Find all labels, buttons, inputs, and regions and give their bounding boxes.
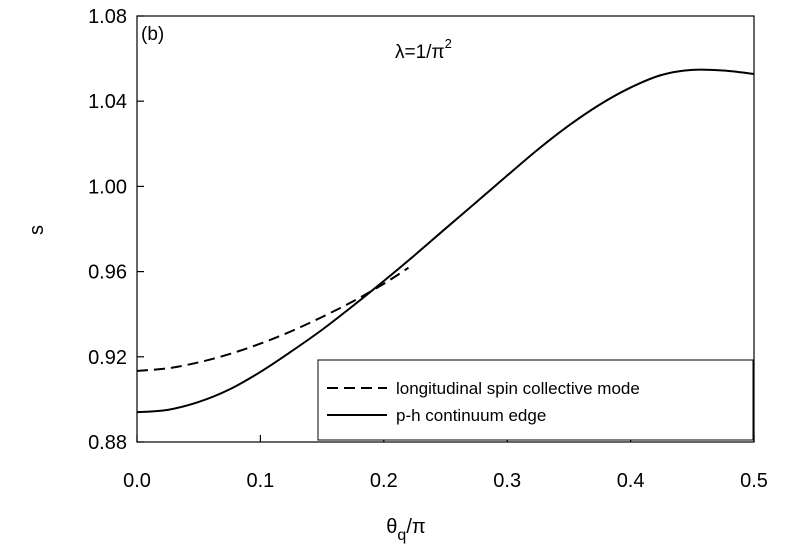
series-line-collective-mode: [136, 266, 410, 372]
x-tick-label: 0.0: [123, 470, 151, 492]
x-tick-label: 0.5: [740, 470, 768, 492]
x-axis: 0.0 0.1 0.2 0.3 0.4 0.5: [123, 435, 768, 492]
lambda-annotation-text: λ=1/π: [395, 42, 445, 63]
x-axis-title: θq/π: [386, 516, 425, 544]
legend-box: [317, 359, 754, 441]
y-axis: 0.88 0.92 0.96 1.00 1.04 1.08: [88, 6, 144, 454]
series-line-continuum-edge: [136, 68, 755, 414]
legend-label-continuum-edge: p-h continuum edge: [396, 406, 546, 425]
y-tick-label: 0.92: [88, 347, 127, 369]
x-tick-label: 0.4: [617, 470, 645, 492]
x-axis-title-suffix: /π: [406, 516, 425, 538]
x-axis-title-sub: q: [397, 527, 406, 544]
y-tick-label: 1.04: [88, 91, 127, 113]
x-axis-title-main: θ: [386, 516, 397, 538]
y-tick-label: 0.88: [88, 432, 127, 454]
legend: longitudinal spin collective mode p-h co…: [317, 359, 754, 441]
x-tick-label: 0.2: [370, 470, 398, 492]
series-layer: [136, 68, 755, 414]
panel-label: (b): [141, 24, 164, 45]
plot-frame: [136, 15, 755, 443]
x-tick-label: 0.1: [246, 470, 274, 492]
y-tick-label: 1.08: [88, 6, 127, 28]
lambda-annotation: λ=1/π2: [395, 36, 452, 63]
x-tick-label: 0.3: [493, 470, 521, 492]
y-tick-label: 0.96: [88, 262, 127, 284]
y-tick-label: 1.00: [88, 176, 127, 198]
lambda-annotation-superscript: 2: [445, 36, 452, 51]
legend-label-collective-mode: longitudinal spin collective mode: [396, 379, 640, 398]
y-axis-title: s: [26, 225, 48, 235]
